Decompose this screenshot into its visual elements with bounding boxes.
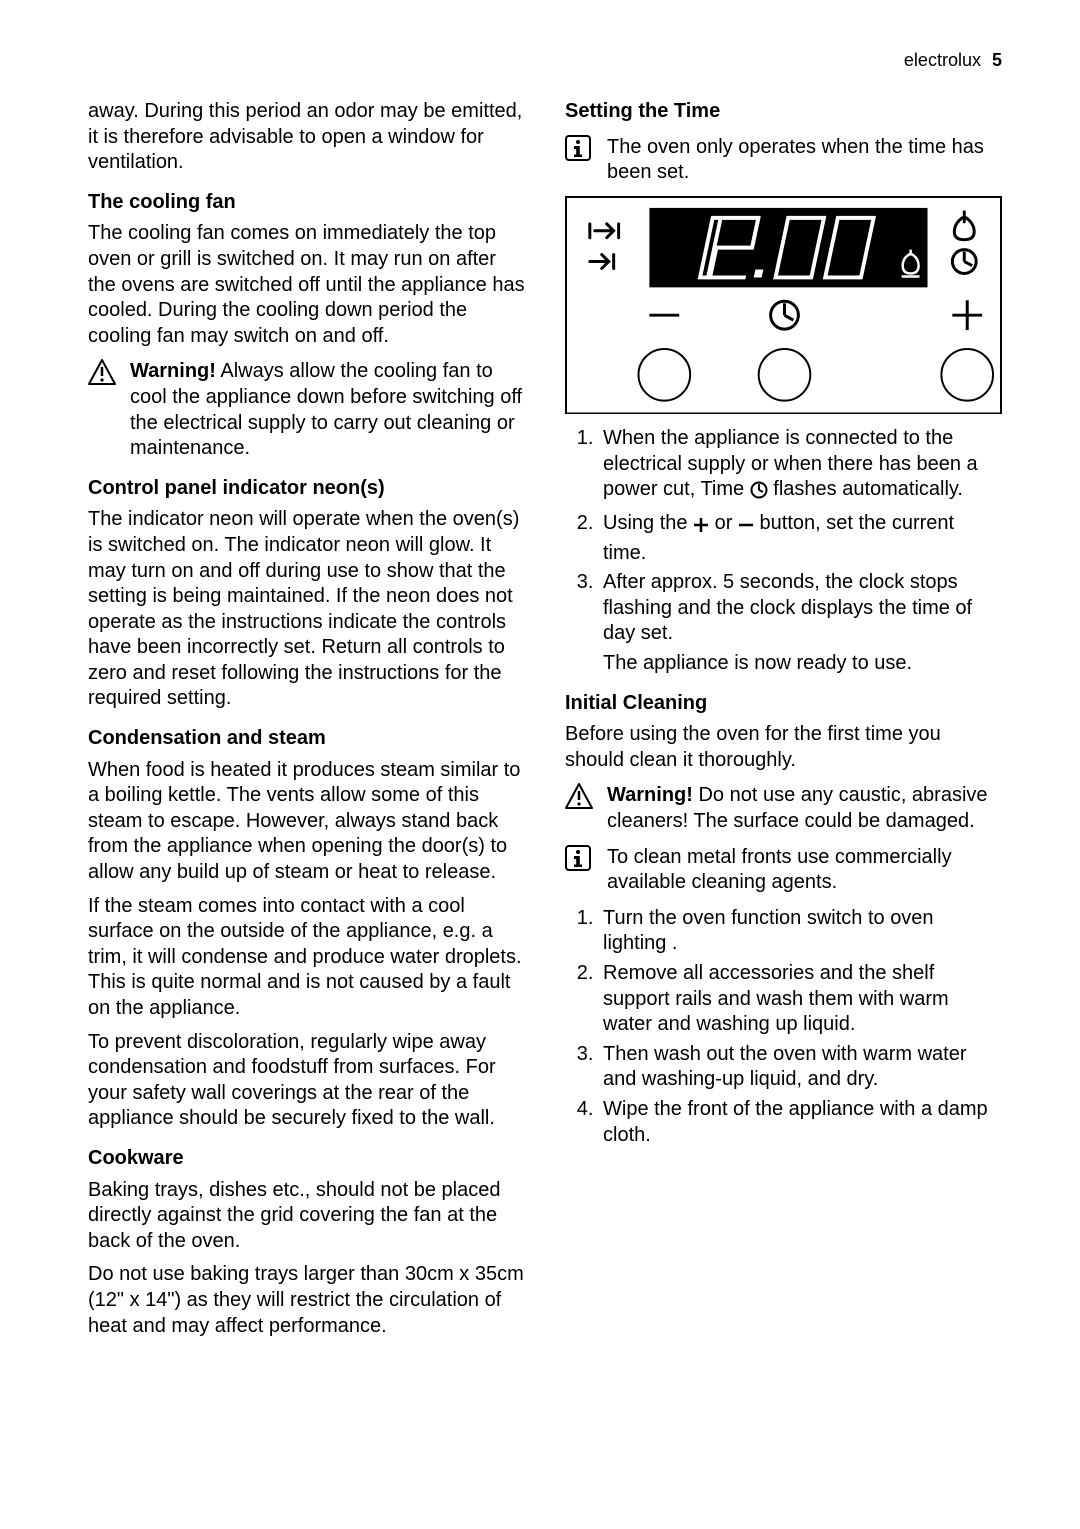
cooling-warning-text: Warning! Always allow the cooling fan to…	[130, 359, 525, 461]
step-2a: Using the	[603, 512, 693, 534]
time-info-text: The oven only operates when the time has…	[607, 135, 1002, 186]
condensation-body-1: When food is heated it produces steam si…	[88, 758, 525, 886]
cleaning-warning-callout: Warning! Do not use any caustic, abrasiv…	[565, 783, 1002, 834]
page-number: 5	[992, 50, 1002, 70]
set-time-steps: When the appliance is connected to the e…	[565, 426, 1002, 647]
brand-name: electrolux	[904, 50, 981, 70]
ready-text: The appliance is now ready to use.	[603, 651, 1002, 677]
cleaning-intro: Before using the oven for the first time…	[565, 722, 1002, 773]
warning-icon	[565, 783, 595, 834]
clean-step-1: Turn the oven function switch to oven li…	[599, 906, 1002, 957]
left-column: away. During this period an odor may be …	[88, 99, 525, 1347]
condensation-heading: Condensation and steam	[88, 726, 525, 752]
cookware-heading: Cookware	[88, 1146, 525, 1172]
time-info-callout: The oven only operates when the time has…	[565, 135, 1002, 186]
step-1: When the appliance is connected to the e…	[599, 426, 1002, 507]
clean-step-2: Remove all accessories and the shelf sup…	[599, 961, 1002, 1038]
cooling-warning-callout: Warning! Always allow the cooling fan to…	[88, 359, 525, 461]
initial-cleaning-heading: Initial Cleaning	[565, 691, 1002, 717]
cleaning-warning-text: Warning! Do not use any caustic, abrasiv…	[607, 783, 1002, 834]
neon-heading: Control panel indicator neon(s)	[88, 476, 525, 502]
cooling-fan-body: The cooling fan comes on immediately the…	[88, 221, 525, 349]
two-column-layout: away. During this period an odor may be …	[88, 99, 1002, 1347]
minus-icon	[738, 515, 754, 541]
cleaning-steps: Turn the oven function switch to oven li…	[565, 906, 1002, 1148]
clean-step-3: Then wash out the oven with warm water a…	[599, 1042, 1002, 1093]
right-column: Setting the Time The oven only operates …	[565, 99, 1002, 1347]
warning-icon	[88, 359, 118, 461]
step-2mid: or	[709, 512, 738, 534]
warning-label: Warning!	[130, 360, 216, 382]
neon-body: The indicator neon will operate when the…	[88, 507, 525, 712]
step-2: Using the or button, set the current tim…	[599, 511, 1002, 566]
cooling-fan-heading: The cooling fan	[88, 190, 525, 216]
cookware-body-2: Do not use baking trays larger than 30cm…	[88, 1262, 525, 1339]
condensation-body-3: To prevent discoloration, regularly wipe…	[88, 1030, 525, 1132]
info-icon	[565, 845, 595, 896]
timer-panel-svg	[565, 196, 1002, 415]
cleaning-info-text: To clean metal fronts use commercially a…	[607, 845, 1002, 896]
cookware-body-1: Baking trays, dishes etc., should not be…	[88, 1178, 525, 1255]
page-root: electrolux 5 away. During this period an…	[0, 0, 1080, 1529]
warning-label: Warning!	[607, 784, 693, 806]
intro-continued: away. During this period an odor may be …	[88, 99, 525, 176]
plus-icon	[693, 515, 709, 541]
info-icon	[565, 135, 595, 186]
clock-icon	[750, 481, 768, 507]
setting-time-heading: Setting the Time	[565, 99, 1002, 125]
step-1b: flashes automatically.	[768, 478, 963, 500]
condensation-body-2: If the steam comes into contact with a c…	[88, 894, 525, 1022]
clean-step-4: Wipe the front of the appliance with a d…	[599, 1097, 1002, 1148]
step-3: After approx. 5 seconds, the clock stops…	[599, 570, 1002, 647]
timer-panel-figure	[565, 196, 1002, 415]
page-header: electrolux 5	[88, 50, 1002, 71]
cleaning-info-callout: To clean metal fronts use commercially a…	[565, 845, 1002, 896]
